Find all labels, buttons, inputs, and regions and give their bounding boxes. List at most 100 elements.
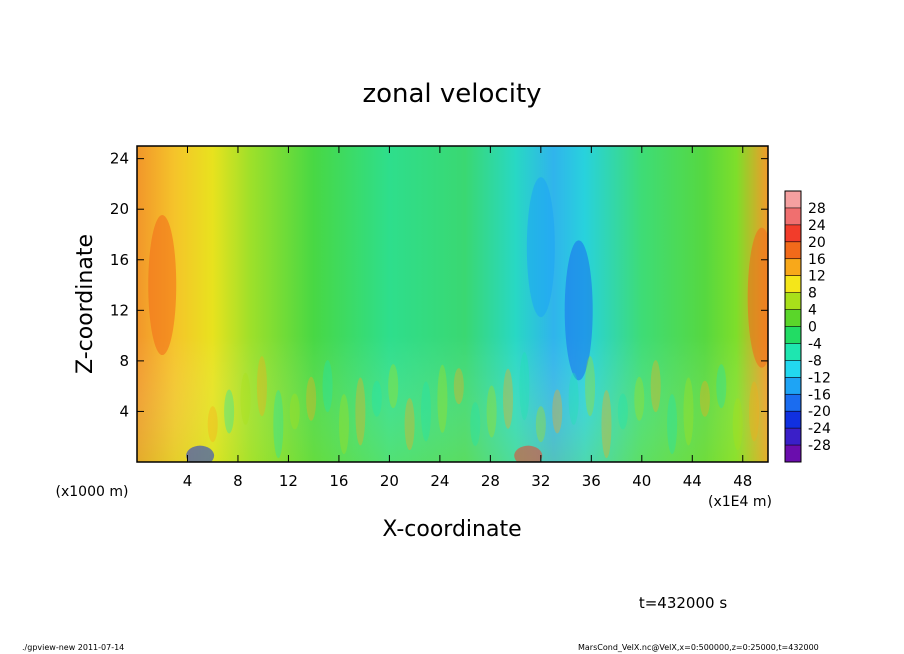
- y-tick-label: 24: [110, 150, 129, 168]
- x-tick-label: 32: [531, 472, 550, 490]
- colorbar-swatch: [785, 445, 801, 462]
- x-axis-label: X-coordinate: [382, 517, 521, 542]
- x-tick-label: 20: [380, 472, 399, 490]
- x-tick-label: 24: [430, 472, 449, 490]
- colorbar-label: 28: [808, 201, 826, 217]
- heatmap-feature: [564, 240, 593, 381]
- heatmap-streak: [338, 394, 349, 455]
- x-tick-label: 28: [481, 472, 500, 490]
- y-tick-label: 8: [119, 352, 129, 370]
- colorbar-label: -12: [808, 370, 831, 386]
- heatmap-streak: [634, 376, 645, 421]
- heatmap-streak: [289, 393, 300, 430]
- heatmap-streak: [667, 394, 678, 455]
- y-tick-label: 20: [110, 200, 129, 218]
- x-tick-label: 8: [233, 472, 243, 490]
- colorbar-swatch: [785, 394, 801, 412]
- colorbar-label: 0: [808, 320, 817, 336]
- heatmap-field: [137, 146, 768, 462]
- heatmap-features: [148, 177, 768, 462]
- colorbar-swatch: [785, 275, 801, 293]
- heatmap-streak: [240, 372, 251, 425]
- colorbar-swatch: [785, 428, 801, 446]
- colorbar-swatch: [785, 326, 801, 344]
- footer-left-text: ./gpview-new 2011-07-14: [22, 643, 125, 652]
- heatmap-streak: [732, 398, 743, 451]
- x-tick-label: 36: [582, 472, 601, 490]
- x-tick-label: 12: [279, 472, 298, 490]
- heatmap-vertical-shade: [137, 146, 768, 462]
- y-axis: 4 8 12 16 20 24: [110, 150, 768, 420]
- heatmap-streak: [552, 389, 563, 434]
- heatmap-feature: [514, 445, 543, 462]
- heatmap-streak: [256, 356, 267, 417]
- heatmap-feature: [747, 227, 768, 368]
- heatmap-feature: [526, 177, 555, 318]
- heatmap-streak: [404, 398, 415, 451]
- x-tick-label: 48: [733, 472, 752, 490]
- colorbar-swatch: [785, 360, 801, 378]
- colorbar-label: 12: [808, 269, 826, 285]
- heatmap-streak: [453, 368, 464, 405]
- x-axis: 4 8 12 16 20 24 28 32 36 40 44 48: [183, 146, 752, 490]
- heatmap-streak: [650, 360, 661, 413]
- colorbar-label: -4: [808, 336, 822, 352]
- heatmap-streak: [224, 389, 235, 434]
- heatmap-streak: [437, 364, 448, 433]
- heatmap-streak: [322, 360, 333, 413]
- colorbar-swatch: [785, 292, 801, 310]
- x-tick-label: 4: [183, 472, 193, 490]
- x-tick-label: 16: [329, 472, 348, 490]
- heatmap-streak: [699, 380, 710, 417]
- y-tick-label: 12: [110, 301, 129, 319]
- colorbar-label: -28: [808, 438, 831, 454]
- heatmap-streak: [716, 364, 727, 409]
- colorbar-label: 16: [808, 252, 826, 268]
- colorbar-label: 8: [808, 286, 817, 302]
- heatmap-streak: [306, 376, 317, 421]
- heatmap-streak: [568, 372, 579, 425]
- footer-right-text: MarsCond_VelX.nc@VelX,x=0:500000,z=0:250…: [578, 643, 819, 652]
- colorbar-label: 24: [808, 218, 826, 234]
- colorbar-swatch: [785, 191, 801, 208]
- heatmap-feature: [186, 445, 215, 462]
- colorbar-label: -20: [808, 404, 831, 420]
- heatmap-streak: [749, 381, 760, 442]
- y-axis-unit: (x1000 m): [56, 484, 129, 500]
- heatmap-streak: [420, 381, 431, 442]
- colorbar-swatch: [785, 377, 801, 395]
- colorbar-label: 4: [808, 303, 817, 319]
- heatmap-streak: [683, 377, 694, 446]
- heatmap-streak: [503, 368, 514, 429]
- heatmap-streak: [617, 393, 628, 430]
- heatmap-streak: [585, 356, 596, 417]
- y-tick-label: 16: [110, 251, 129, 269]
- colorbar-label: -8: [808, 353, 822, 369]
- time-annotation: t=432000 s: [639, 594, 727, 612]
- colorbar-label: 20: [808, 235, 826, 251]
- plot-frame: [136, 145, 769, 463]
- x-tick-label: 40: [632, 472, 651, 490]
- heatmap-streak: [519, 352, 530, 421]
- x-axis-unit: (x1E4 m): [708, 494, 772, 510]
- heatmap-streak: [207, 406, 218, 443]
- colorbar-swatch: [785, 207, 801, 225]
- chart-title: zonal velocity: [362, 79, 541, 109]
- heatmap-streak: [273, 390, 284, 459]
- heatmap-feature: [148, 215, 177, 356]
- colorbar-swatch: [785, 224, 801, 242]
- heatmap-streak: [388, 364, 399, 409]
- y-axis-label: Z-coordinate: [73, 234, 98, 374]
- colorbar-swatch: [785, 258, 801, 276]
- x-tick-label: 44: [683, 472, 702, 490]
- colorbar-swatch: [785, 241, 801, 259]
- heatmap-streak: [470, 402, 481, 447]
- colorbar-label: -24: [808, 421, 831, 437]
- colorbar-swatch: [785, 411, 801, 429]
- colorbar-swatch: [785, 343, 801, 361]
- heatmap-streak: [371, 380, 382, 417]
- colorbar-swatch: [785, 309, 801, 327]
- heatmap-streak: [486, 385, 497, 438]
